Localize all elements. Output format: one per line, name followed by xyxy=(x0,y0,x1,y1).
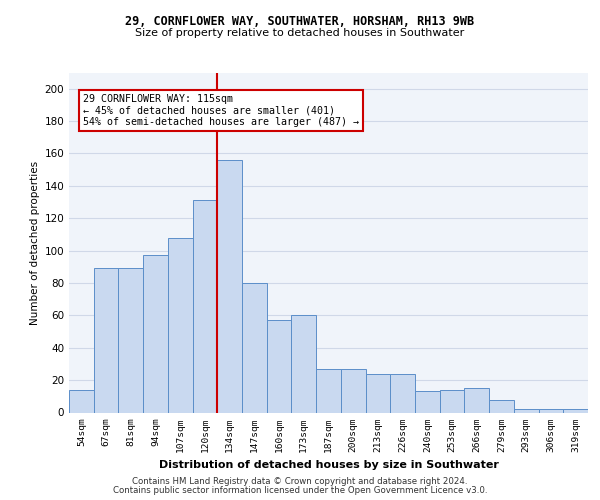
Text: 29, CORNFLOWER WAY, SOUTHWATER, HORSHAM, RH13 9WB: 29, CORNFLOWER WAY, SOUTHWATER, HORSHAM,… xyxy=(125,15,475,28)
Bar xyxy=(69,390,94,412)
Y-axis label: Number of detached properties: Number of detached properties xyxy=(30,160,40,324)
Bar xyxy=(292,316,316,412)
Text: 29 CORNFLOWER WAY: 115sqm
← 45% of detached houses are smaller (401)
54% of semi: 29 CORNFLOWER WAY: 115sqm ← 45% of detac… xyxy=(83,94,359,126)
Bar xyxy=(489,400,514,412)
Bar xyxy=(242,283,267,412)
Bar xyxy=(464,388,489,412)
Bar xyxy=(267,320,292,412)
X-axis label: Distribution of detached houses by size in Southwater: Distribution of detached houses by size … xyxy=(158,460,499,470)
Bar xyxy=(143,256,168,412)
Bar xyxy=(316,369,341,412)
Bar xyxy=(440,390,464,412)
Bar xyxy=(563,410,588,412)
Bar xyxy=(94,268,118,412)
Text: Contains public sector information licensed under the Open Government Licence v3: Contains public sector information licen… xyxy=(113,486,487,495)
Bar xyxy=(514,410,539,412)
Bar xyxy=(539,410,563,412)
Text: Size of property relative to detached houses in Southwater: Size of property relative to detached ho… xyxy=(136,28,464,38)
Bar xyxy=(415,392,440,412)
Bar xyxy=(168,238,193,412)
Bar xyxy=(390,374,415,412)
Bar xyxy=(365,374,390,412)
Bar xyxy=(341,369,365,412)
Bar xyxy=(118,268,143,412)
Bar xyxy=(193,200,217,412)
Text: Contains HM Land Registry data © Crown copyright and database right 2024.: Contains HM Land Registry data © Crown c… xyxy=(132,477,468,486)
Bar xyxy=(217,160,242,412)
